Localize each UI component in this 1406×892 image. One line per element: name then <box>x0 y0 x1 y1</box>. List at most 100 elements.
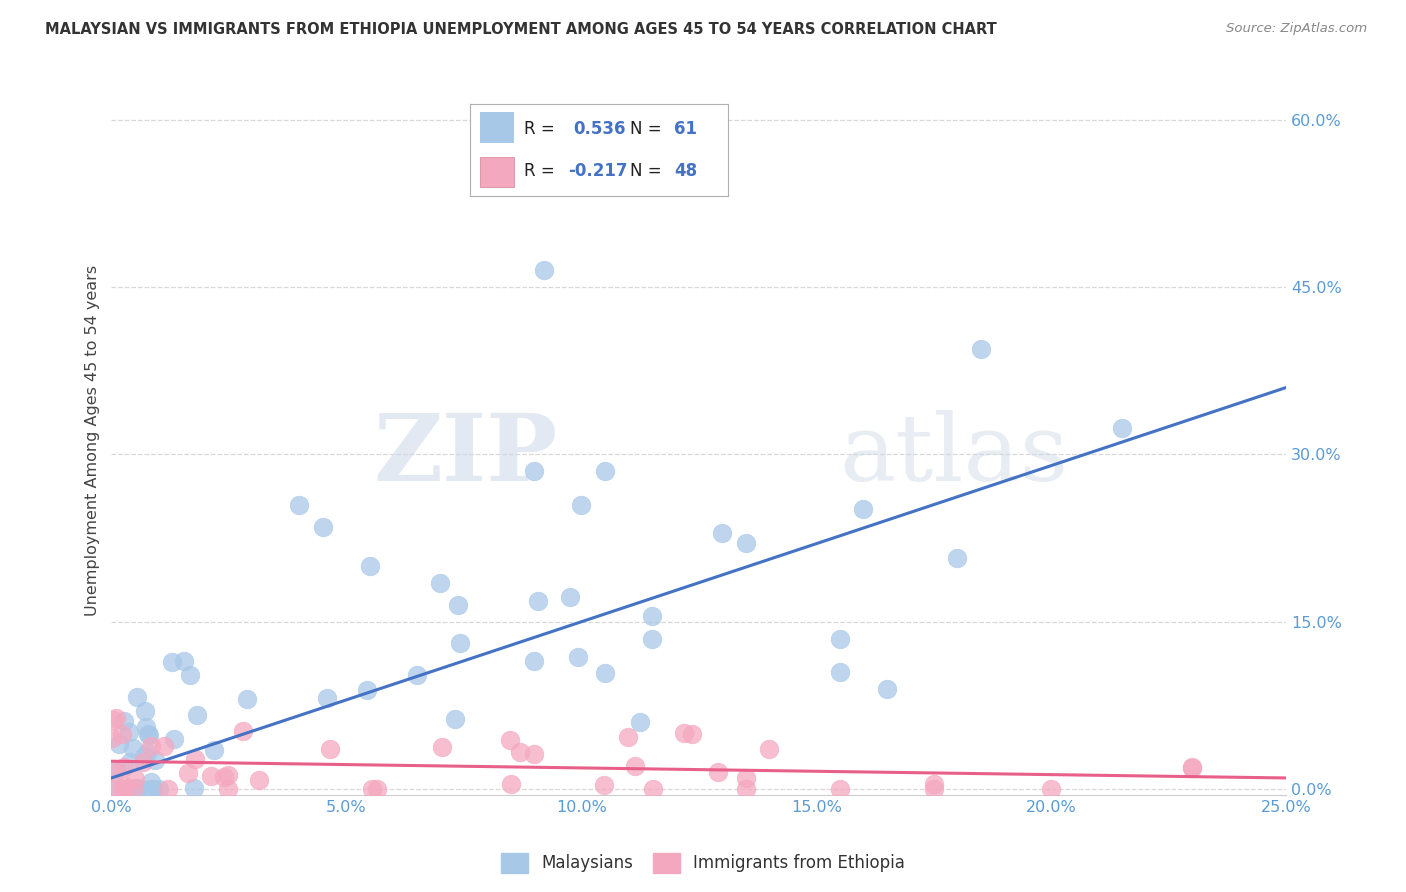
Text: ZIP: ZIP <box>374 409 558 500</box>
Point <box>641 782 664 797</box>
Point <box>135 719 157 733</box>
Point <box>163 732 186 747</box>
Point <box>593 464 616 478</box>
Point <box>122 781 145 796</box>
Point <box>641 632 664 646</box>
Point <box>177 766 200 780</box>
Point <box>108 737 131 751</box>
Point <box>319 741 342 756</box>
Point <box>523 464 546 478</box>
Point <box>160 655 183 669</box>
Point <box>360 782 382 797</box>
Point <box>628 715 651 730</box>
Point <box>142 782 165 797</box>
Point <box>922 782 945 797</box>
Point <box>1181 760 1204 774</box>
Point <box>101 731 124 746</box>
Point <box>876 681 898 696</box>
Point <box>121 741 143 756</box>
Point <box>139 739 162 753</box>
Point <box>114 760 136 774</box>
Point <box>922 776 945 790</box>
Text: atlas: atlas <box>839 409 1069 500</box>
Point <box>758 742 780 756</box>
Point <box>136 727 159 741</box>
Point <box>499 776 522 790</box>
Point <box>533 263 555 277</box>
Point <box>641 608 664 623</box>
Point <box>288 498 311 512</box>
Point <box>447 598 470 612</box>
Point <box>138 728 160 742</box>
Y-axis label: Unemployment Among Ages 45 to 54 years: Unemployment Among Ages 45 to 54 years <box>86 265 100 616</box>
Point <box>1111 421 1133 435</box>
Point <box>212 770 235 784</box>
Point <box>523 654 546 668</box>
Point <box>247 773 270 788</box>
Point <box>527 594 550 608</box>
Point <box>449 636 471 650</box>
Point <box>569 498 592 512</box>
Point <box>202 743 225 757</box>
Point <box>432 740 454 755</box>
Point <box>315 691 337 706</box>
Point <box>969 342 991 356</box>
Point <box>359 559 381 574</box>
Point <box>139 782 162 797</box>
Point <box>153 739 176 754</box>
Point <box>509 745 531 759</box>
Point <box>523 747 546 762</box>
Point <box>186 708 208 723</box>
Point <box>852 502 875 516</box>
Point <box>101 713 124 727</box>
Point <box>127 782 149 797</box>
Point <box>623 759 645 773</box>
Point <box>132 749 155 764</box>
Point <box>127 690 149 705</box>
Point <box>118 755 141 769</box>
Point <box>828 632 851 646</box>
Point <box>734 536 756 550</box>
Point <box>143 753 166 767</box>
Point <box>200 769 222 783</box>
Point <box>681 726 703 740</box>
Point <box>148 782 170 797</box>
Text: Source: ZipAtlas.com: Source: ZipAtlas.com <box>1226 22 1367 36</box>
Point <box>673 726 696 740</box>
Point <box>429 575 451 590</box>
Legend: Malaysians, Immigrants from Ethiopia: Malaysians, Immigrants from Ethiopia <box>495 847 911 880</box>
Point <box>118 724 141 739</box>
Point <box>103 782 125 797</box>
Point <box>734 771 756 785</box>
Point <box>312 520 335 534</box>
Point <box>105 711 128 725</box>
Point <box>112 714 135 729</box>
Point <box>593 666 616 681</box>
Point <box>183 780 205 795</box>
Point <box>104 764 127 779</box>
Point <box>112 782 135 797</box>
Point <box>124 772 146 787</box>
Point <box>828 665 851 679</box>
Point <box>104 782 127 797</box>
Point <box>1181 761 1204 775</box>
Point <box>110 727 132 741</box>
Point <box>156 782 179 797</box>
Point <box>111 782 134 797</box>
Point <box>707 765 730 780</box>
Point <box>134 704 156 718</box>
Point <box>136 747 159 761</box>
Point <box>366 782 388 797</box>
Point <box>946 550 969 565</box>
Point <box>132 755 155 769</box>
Point <box>711 525 734 540</box>
Point <box>127 780 149 795</box>
Point <box>125 782 148 797</box>
Point <box>617 730 640 744</box>
Point <box>217 782 239 797</box>
Point <box>104 763 127 777</box>
Point <box>734 781 756 796</box>
Point <box>235 692 257 706</box>
Point <box>567 649 589 664</box>
Point <box>356 682 378 697</box>
